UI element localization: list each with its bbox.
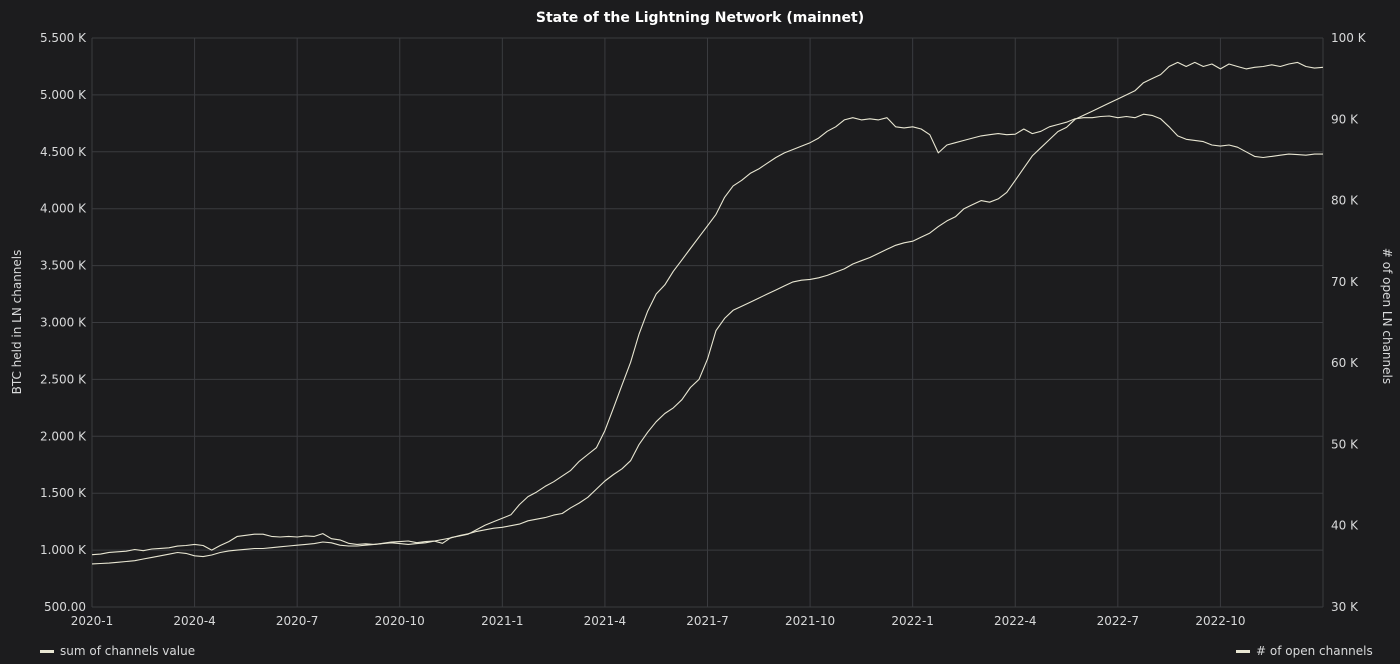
y-left-tick-label: 5.000 K [40,88,87,102]
legend-swatch-channels-value [40,650,54,653]
y-axis-left: 500.00 1.000 K 1.500 K 2.000 K 2.500 K 3.000 … [40,31,87,614]
y-axis-right: 30 K 40 K 50 K 60 K 70 K 80 K 90 K 100 K [1331,31,1367,614]
series-lines [91,61,1324,565]
grid [91,37,1324,608]
y-right-tick-label: 70 K [1331,275,1359,289]
y-left-tick-label: 500.00 [44,600,86,614]
x-tick-label: 2022-4 [994,614,1037,628]
chart-title: State of the Lightning Network (mainnet) [536,10,864,26]
x-tick-label: 2022-7 [1097,614,1140,628]
x-tick-label: 2021-1 [481,614,524,628]
y-right-tick-label: 50 K [1331,437,1359,451]
y-left-tick-label: 1.500 K [40,486,87,500]
x-tick-label: 2022-10 [1195,614,1245,628]
y-left-tick-label: 4.500 K [40,145,87,159]
legend-swatch-open-channels [1236,650,1250,653]
y-axis-left-label: BTC held in LN channels [10,250,24,395]
legend-left[interactable]: sum of channels value [40,644,195,658]
x-tick-label: 2021-4 [584,614,627,628]
y-left-tick-label: 4.000 K [40,202,87,216]
x-tick-label: 2020-7 [276,614,319,628]
x-tick-label: 2020-4 [173,614,216,628]
x-tick-label: 2021-7 [686,614,729,628]
x-tick-label: 2020-10 [375,614,425,628]
y-right-tick-label: 90 K [1331,112,1359,126]
legend-right[interactable]: # of open channels [1236,644,1373,658]
y-left-tick-label: 2.500 K [40,372,87,386]
y-left-tick-label: 1.000 K [40,543,87,557]
series-line-open-channels [91,61,1324,565]
y-right-tick-label: 80 K [1331,194,1359,208]
y-left-tick-label: 3.500 K [40,259,87,273]
x-tick-label: 2022-1 [891,614,934,628]
legend-label-open-channels: # of open channels [1256,644,1373,658]
y-right-tick-label: 100 K [1331,31,1367,45]
x-tick-label: 2020-1 [71,614,114,628]
x-tick-label: 2021-10 [785,614,835,628]
y-right-tick-label: 60 K [1331,356,1359,370]
legend-label-channels-value: sum of channels value [60,644,195,658]
series-line-channels-value [91,113,1323,556]
y-left-tick-label: 5.500 K [40,31,87,45]
y-right-tick-label: 40 K [1331,519,1359,533]
y-left-tick-label: 3.000 K [40,316,87,330]
y-axis-right-label: # of open LN channels [1380,248,1394,384]
x-axis: 2020-1 2020-4 2020-7 2020-10 2021-1 2021-4 202… [71,614,1246,628]
y-right-tick-label: 30 K [1331,600,1359,614]
y-left-tick-label: 2.000 K [40,429,87,443]
